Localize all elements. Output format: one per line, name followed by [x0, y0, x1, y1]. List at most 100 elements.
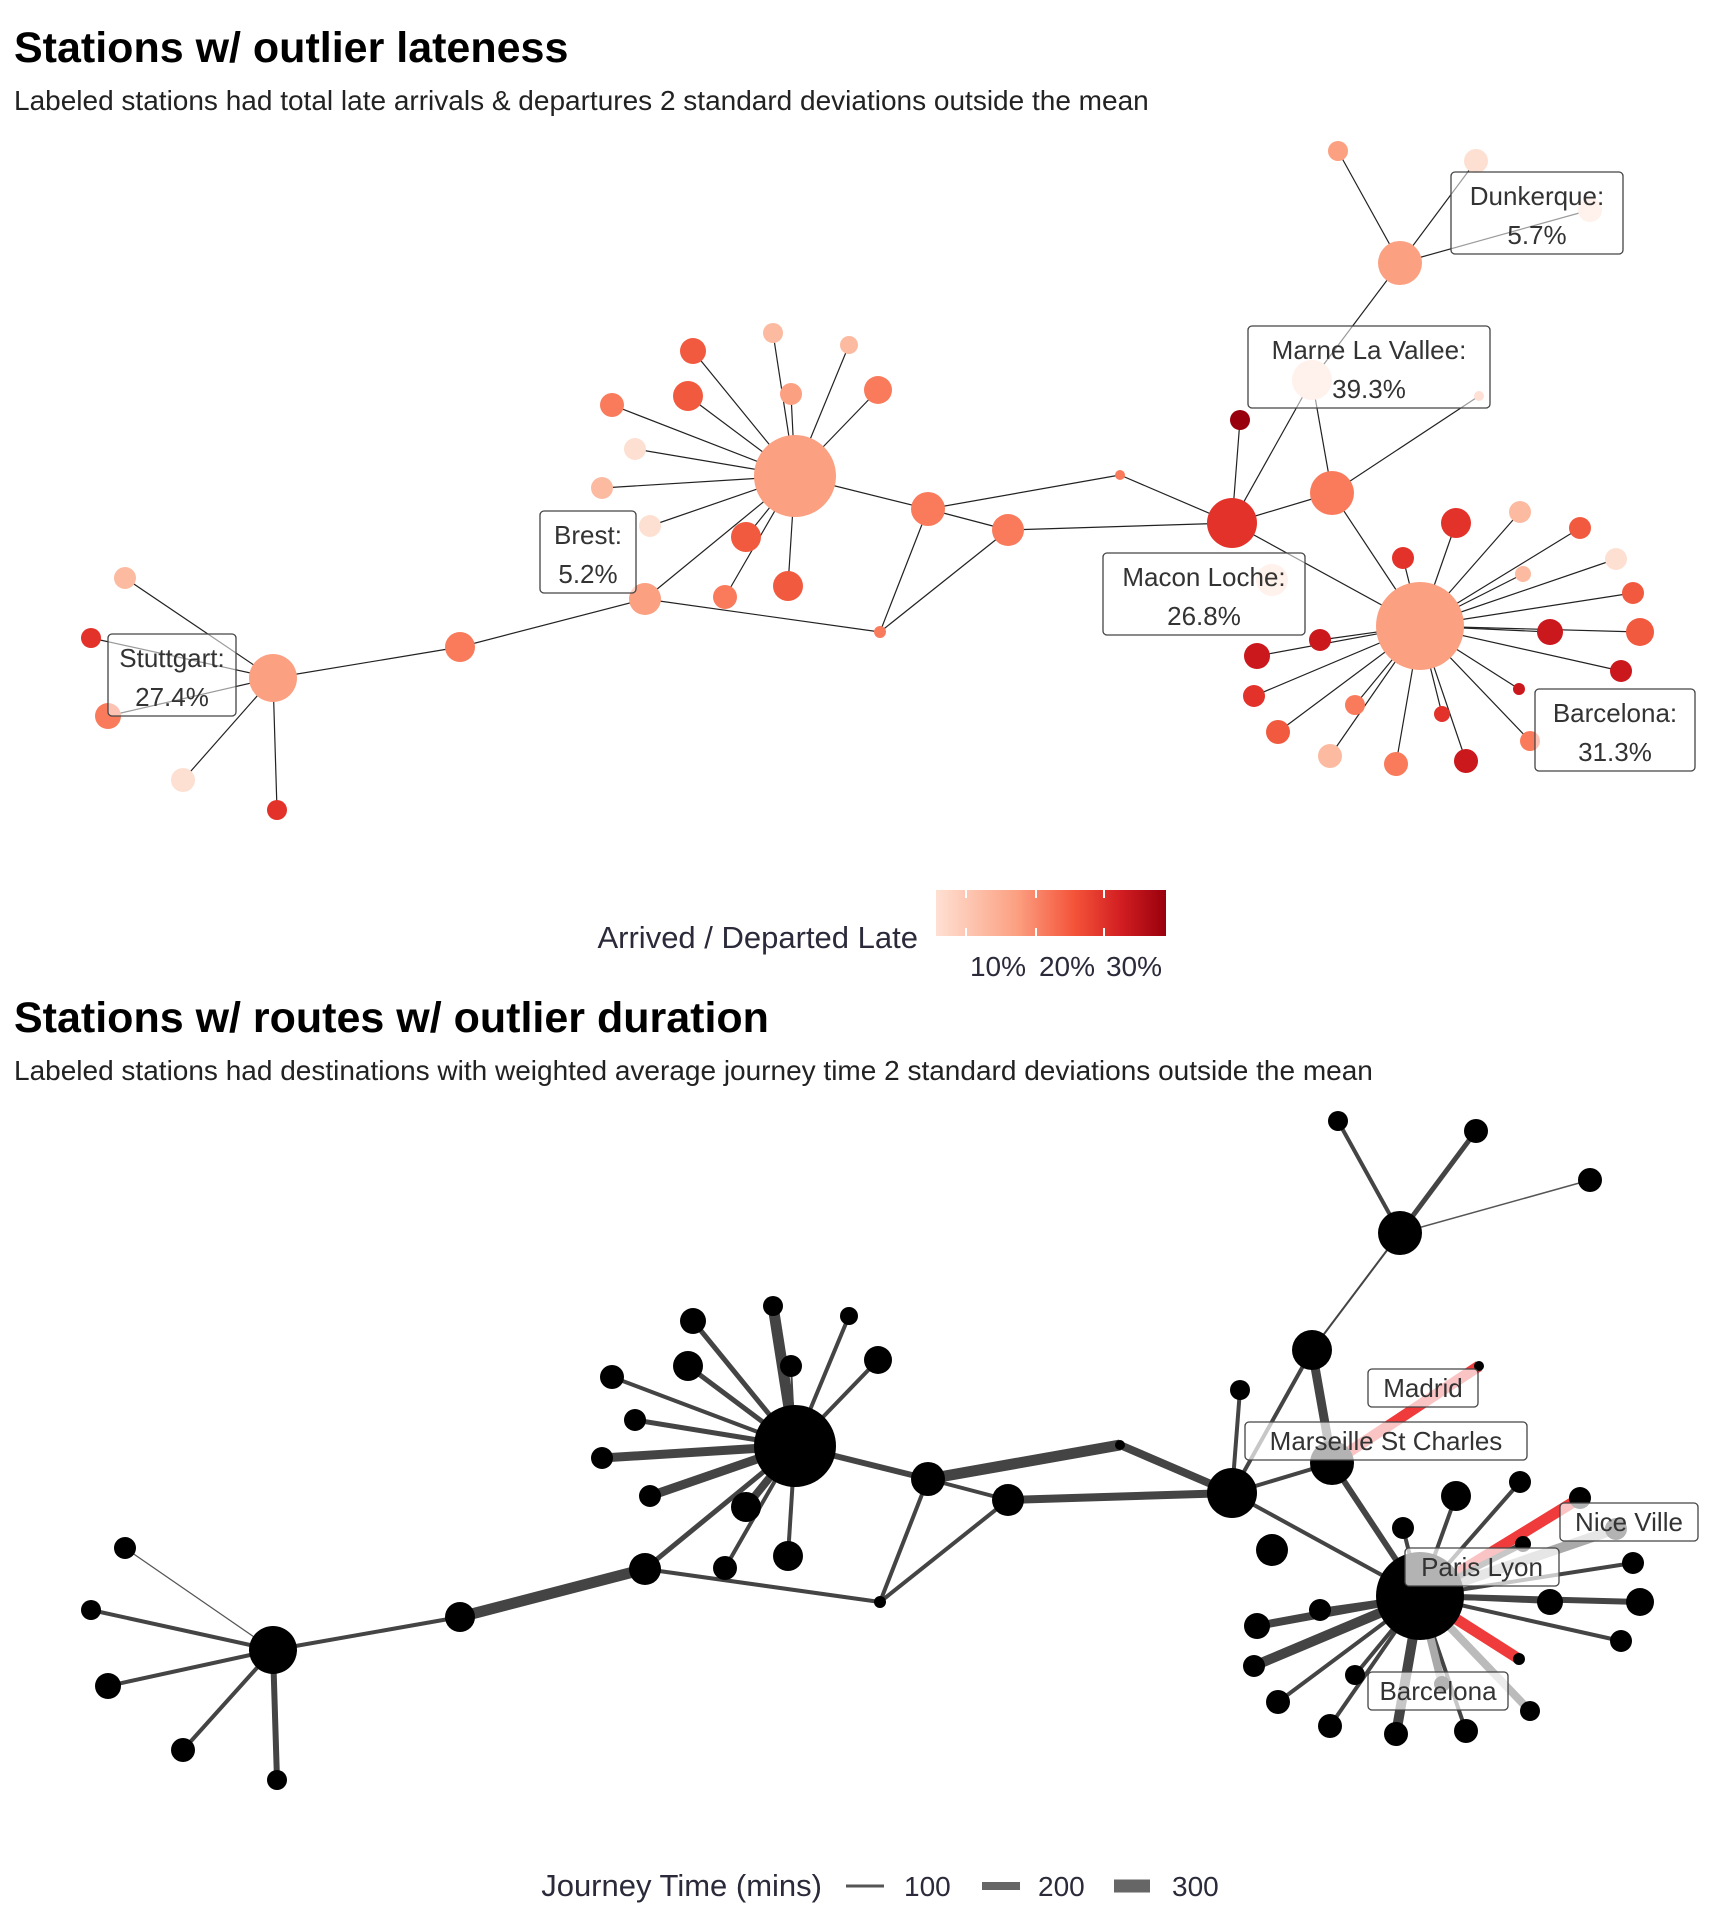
panel1-labels: Stuttgart: 27.4% Brest: 5.2% Dunkerque: 5.7% M… — [107, 171, 1696, 772]
panel1-station-node — [1376, 582, 1464, 670]
label-brest: Brest: 5.2% — [539, 510, 637, 594]
panel2-station-node — [874, 1596, 886, 1608]
svg-text:27.4%: 27.4% — [135, 682, 209, 712]
svg-text:39.3%: 39.3% — [1332, 374, 1406, 404]
panel1-station-node — [249, 654, 297, 702]
panel2-station-node — [1441, 1481, 1471, 1511]
panel2-station-node — [754, 1405, 836, 1487]
panel1-legend-colorbar — [936, 890, 1166, 936]
panel2-route-edge — [1399, 1179, 1591, 1234]
panel1-station-node — [680, 338, 706, 364]
label-marseille: Marseille St Charles — [1244, 1421, 1528, 1461]
panel1-station-node — [1605, 548, 1627, 570]
svg-text:Barcelona: Barcelona — [1379, 1676, 1497, 1706]
svg-text:31.3%: 31.3% — [1578, 737, 1652, 767]
panel1-station-node — [713, 585, 737, 609]
panel1-station-node — [81, 628, 101, 648]
panel1-station-node — [840, 336, 858, 354]
panel2-station-node — [1610, 1630, 1632, 1652]
svg-text:Barcelona:: Barcelona: — [1553, 698, 1677, 728]
panel2-station-node — [1266, 1690, 1290, 1714]
panel1-station-node — [911, 492, 945, 526]
panel1-title: Stations w/ outlier lateness — [14, 24, 568, 72]
panel1-station-node — [114, 567, 136, 589]
svg-text:Stuttgart:: Stuttgart: — [119, 643, 225, 673]
panel1-station-node — [1515, 566, 1531, 582]
panel2-station-node — [713, 1556, 737, 1580]
panel1-station-node — [1207, 498, 1257, 548]
panel2-route-edge — [878, 1498, 1010, 1604]
panel1-legend-tick-10: 10% — [970, 951, 1026, 982]
panel2-station-node — [763, 1296, 783, 1316]
panel2-route-edge — [1311, 1232, 1401, 1351]
panel2-station-node — [624, 1409, 646, 1431]
svg-text:Paris Lyon: Paris Lyon — [1421, 1552, 1543, 1582]
panel2-station-node — [992, 1484, 1024, 1516]
panel1-station-node — [267, 800, 287, 820]
panel2-station-node — [1318, 1714, 1342, 1738]
svg-text:Dunkerque:: Dunkerque: — [1470, 181, 1604, 211]
panel1-station-node — [1243, 685, 1265, 707]
panel2-station-node — [1345, 1665, 1365, 1685]
panel1-station-node — [1244, 643, 1270, 669]
panel1-station-node — [1454, 749, 1478, 773]
panel2-route-edge — [644, 1567, 881, 1604]
panel1-station-node — [1378, 241, 1422, 285]
panel2-station-node — [1454, 1719, 1478, 1743]
panel2-station-node — [600, 1365, 624, 1389]
panel1-station-node — [1509, 501, 1531, 523]
panel2-title: Stations w/ routes w/ outlier duration — [14, 994, 769, 1042]
panel2-station-node — [773, 1541, 803, 1571]
panel1-station-node — [731, 522, 761, 552]
panel2-station-node — [1622, 1552, 1644, 1574]
panel1-station-node — [1464, 149, 1488, 173]
panel1-station-node — [773, 571, 803, 601]
label-nice: Nice Ville — [1559, 1502, 1699, 1542]
panel2-station-node — [1384, 1722, 1408, 1746]
svg-text:Nice Ville: Nice Ville — [1575, 1507, 1683, 1537]
panel1-edge — [124, 577, 274, 679]
panel1-station-node — [1513, 683, 1525, 695]
panel1-edge — [1331, 395, 1480, 494]
panel2-station-node — [171, 1738, 195, 1762]
panel1-station-node — [780, 383, 802, 405]
panel2-station-node — [864, 1346, 892, 1374]
panel1-station-node — [874, 626, 886, 638]
panel1-station-node — [1115, 470, 1125, 480]
panel2-station-node — [114, 1537, 136, 1559]
panel2-station-node — [249, 1626, 297, 1674]
panel1-station-node — [1230, 410, 1250, 430]
panel2-route-edge — [272, 1615, 461, 1652]
panel1-edge — [927, 474, 1121, 510]
panel1-edge — [879, 508, 929, 633]
label-stuttgart: Stuttgart: 27.4% — [107, 633, 237, 717]
svg-text:26.8%: 26.8% — [1167, 601, 1241, 631]
panel1-station-node — [1441, 508, 1471, 538]
svg-text:5.7%: 5.7% — [1507, 220, 1566, 250]
panel1-legend-title: Arrived / Departed Late — [597, 920, 918, 955]
label-marne: Marne La Vallee: 39.3% — [1247, 325, 1491, 409]
panel2-route-edge — [1007, 1489, 1233, 1504]
label-parislyon: Paris Lyon — [1404, 1547, 1560, 1587]
panel2-route-edge — [458, 1563, 647, 1623]
svg-text:Macon Loche:: Macon Loche: — [1122, 562, 1285, 592]
panel1-legend-tick-30: 30% — [1106, 951, 1162, 982]
panel2-station-node — [840, 1307, 858, 1325]
panel1-station-node — [1266, 720, 1290, 744]
panel1-station-node — [1610, 660, 1632, 682]
panel2-station-node — [591, 1447, 613, 1469]
panel2-station-node — [1244, 1613, 1270, 1639]
svg-text:Madrid: Madrid — [1383, 1373, 1462, 1403]
panel1-station-node — [591, 477, 613, 499]
panel1-station-node — [1569, 517, 1591, 539]
svg-text:Marne La Vallee:: Marne La Vallee: — [1272, 335, 1467, 365]
panel2-station-node — [1230, 1380, 1250, 1400]
panel1-legend-tick-20: 20% — [1039, 951, 1095, 982]
panel2-station-node — [1578, 1168, 1602, 1192]
panel1-station-node — [673, 381, 703, 411]
panel1-edge — [879, 529, 1009, 633]
panel1-edge — [459, 598, 646, 648]
panel2-station-node — [680, 1308, 706, 1334]
panel2-station-node — [95, 1673, 121, 1699]
